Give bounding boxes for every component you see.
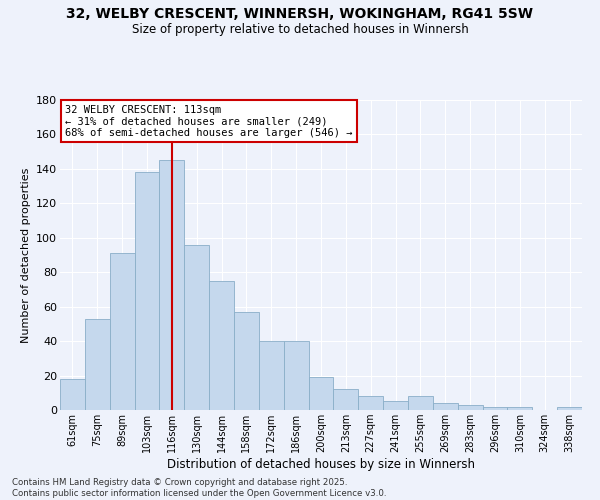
Bar — [508, 406, 532, 410]
Bar — [259, 341, 284, 410]
Bar — [184, 244, 209, 410]
Text: 32, WELBY CRESCENT, WINNERSH, WOKINGHAM, RG41 5SW: 32, WELBY CRESCENT, WINNERSH, WOKINGHAM,… — [67, 8, 533, 22]
Text: 32 WELBY CRESCENT: 113sqm
← 31% of detached houses are smaller (249)
68% of semi: 32 WELBY CRESCENT: 113sqm ← 31% of detac… — [65, 104, 353, 138]
Bar — [160, 160, 184, 410]
Bar — [433, 403, 458, 410]
Text: Size of property relative to detached houses in Winnersh: Size of property relative to detached ho… — [131, 22, 469, 36]
Bar — [408, 396, 433, 410]
Bar — [209, 281, 234, 410]
Bar — [334, 390, 358, 410]
Bar — [482, 406, 508, 410]
X-axis label: Distribution of detached houses by size in Winnersh: Distribution of detached houses by size … — [167, 458, 475, 471]
Text: Contains HM Land Registry data © Crown copyright and database right 2025.
Contai: Contains HM Land Registry data © Crown c… — [12, 478, 386, 498]
Bar — [60, 379, 85, 410]
Bar — [284, 341, 308, 410]
Bar — [234, 312, 259, 410]
Bar — [458, 405, 482, 410]
Bar — [85, 318, 110, 410]
Y-axis label: Number of detached properties: Number of detached properties — [20, 168, 31, 342]
Bar — [358, 396, 383, 410]
Bar — [557, 406, 582, 410]
Bar — [134, 172, 160, 410]
Bar — [110, 254, 134, 410]
Bar — [308, 378, 334, 410]
Bar — [383, 402, 408, 410]
